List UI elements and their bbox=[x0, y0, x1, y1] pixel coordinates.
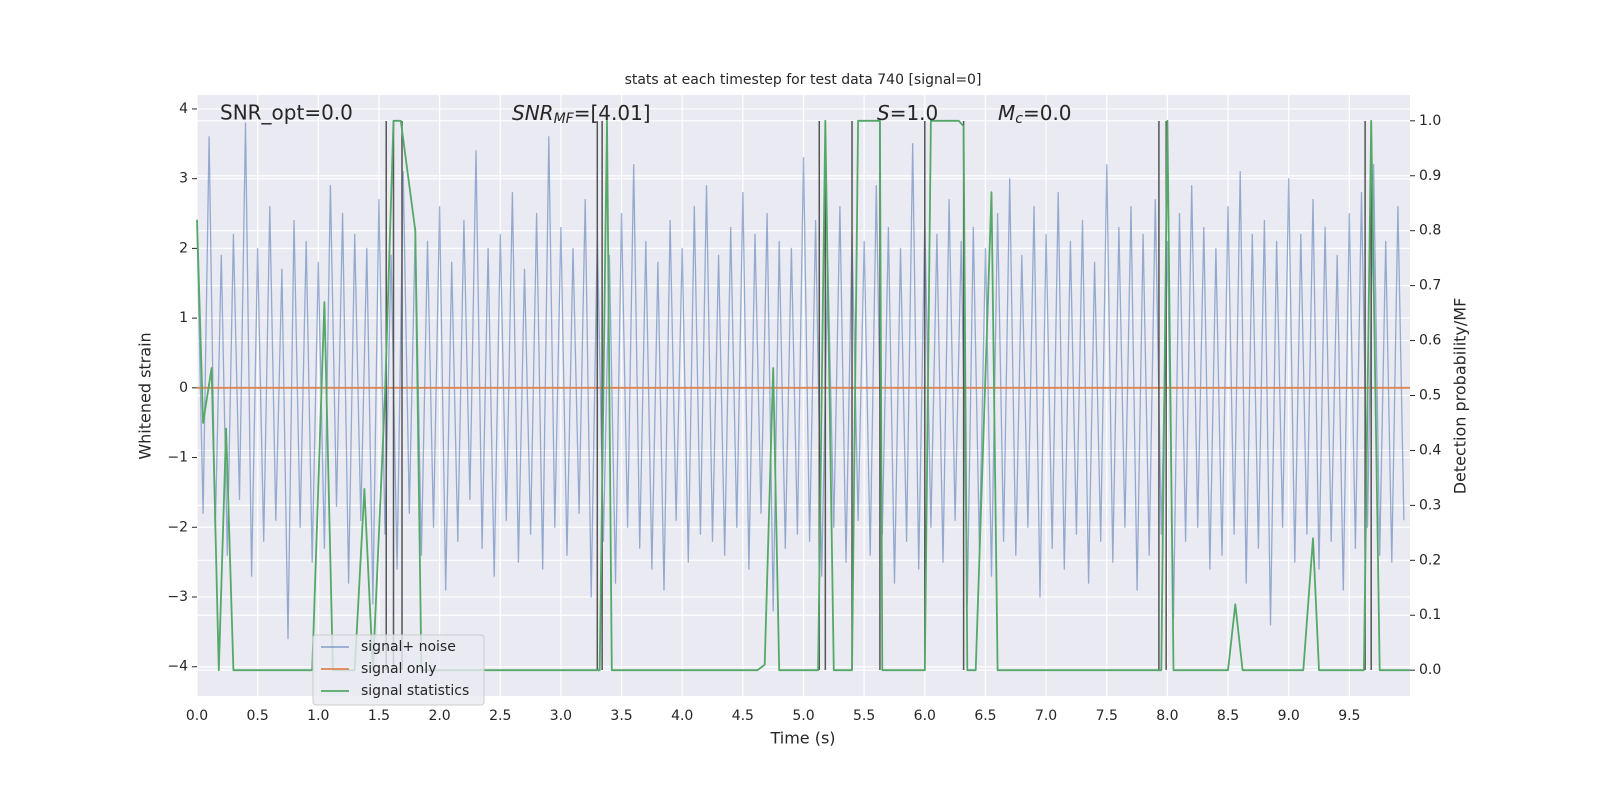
y2-tick-label: 0.1 bbox=[1419, 607, 1441, 623]
x-tick-label: 1.0 bbox=[307, 708, 329, 724]
x-tick-label: 0.5 bbox=[247, 708, 269, 724]
legend-label: signal+ noise bbox=[361, 639, 456, 655]
annotation-part: MF bbox=[554, 111, 575, 127]
y2-tick-label: 0.2 bbox=[1419, 552, 1441, 568]
y-tick-label: 1 bbox=[179, 310, 188, 326]
annotation: SNR_opt=0.0 bbox=[220, 101, 353, 125]
y2-axis-title: Detection probability/MF bbox=[1451, 298, 1470, 495]
y2-tick-label: 0.3 bbox=[1419, 497, 1441, 513]
y2-tick-label: 0.8 bbox=[1419, 223, 1441, 239]
legend-box bbox=[312, 634, 485, 706]
annotation-part: =0.0 bbox=[1023, 101, 1072, 125]
y-tick-label: 4 bbox=[179, 101, 188, 117]
annotation-part: c bbox=[1015, 111, 1023, 127]
y2-tick-label: 0.4 bbox=[1419, 442, 1441, 458]
y-tick-label: 0 bbox=[179, 380, 188, 396]
y-tick-label: −2 bbox=[167, 519, 188, 535]
x-tick-label: 7.5 bbox=[1096, 708, 1118, 724]
y-tick-label: 3 bbox=[179, 171, 188, 187]
annotation: SNRMF=[4.01] bbox=[512, 101, 651, 128]
x-tick-label: 8.0 bbox=[1156, 708, 1178, 724]
y2-tick-label: 1.0 bbox=[1419, 113, 1441, 129]
x-tick-label: 7.0 bbox=[1035, 708, 1057, 724]
chart-title: stats at each timestep for test data 740… bbox=[625, 72, 982, 88]
y-axis-title: Whitened strain bbox=[136, 332, 155, 459]
x-tick-label: 8.5 bbox=[1217, 708, 1239, 724]
annotation: S=1.0 bbox=[877, 101, 938, 125]
annotation-part: M bbox=[998, 101, 1015, 125]
x-tick-label: 5.0 bbox=[792, 708, 814, 724]
y2-tick-label: 0.0 bbox=[1419, 662, 1441, 678]
x-tick-label: 6.0 bbox=[914, 708, 936, 724]
grid bbox=[196, 95, 1410, 696]
y-tick-label: −3 bbox=[167, 589, 188, 605]
y-tick-label: −4 bbox=[167, 659, 188, 675]
legend-label: signal only bbox=[361, 661, 436, 677]
x-tick-label: 5.5 bbox=[853, 708, 875, 724]
x-tick-label: 9.0 bbox=[1278, 708, 1300, 724]
x-tick-label: 4.5 bbox=[732, 708, 754, 724]
legend: signal+ noise signal only signal statistic… bbox=[312, 634, 485, 706]
y2-tick-label: 0.5 bbox=[1419, 388, 1441, 404]
x-tick-label: 3.5 bbox=[610, 708, 632, 724]
x-tick-label: 0.0 bbox=[186, 708, 208, 724]
x-tick-label: 2.5 bbox=[489, 708, 511, 724]
x-tick-label: 9.5 bbox=[1338, 708, 1360, 724]
x-tick-label: 4.0 bbox=[671, 708, 693, 724]
annotation-part: =1.0 bbox=[890, 101, 939, 125]
x-tick-label: 2.0 bbox=[428, 708, 450, 724]
annotation-part: S bbox=[877, 101, 890, 125]
annotation-part: SNR bbox=[512, 101, 554, 125]
x-tick-label: 6.5 bbox=[974, 708, 996, 724]
y2-tick-label: 0.6 bbox=[1419, 333, 1441, 349]
x-tick-label: 1.5 bbox=[368, 708, 390, 724]
axes: 0.0 0.5 1.0 1.5 2.0 2.5 3.0 3.5 4.0 4.5 5.0 5.5 6.0 6… bbox=[167, 101, 1441, 724]
y2-tick-label: 0.9 bbox=[1419, 168, 1441, 184]
series-line bbox=[196, 122, 1405, 640]
x-tick-label: 3.0 bbox=[550, 708, 572, 724]
x-axis-title: Time (s) bbox=[769, 729, 835, 748]
y2-tick-label: 0.7 bbox=[1419, 278, 1441, 294]
annotation: Mc=0.0 bbox=[998, 101, 1072, 128]
y-tick-label: −1 bbox=[167, 450, 188, 466]
y-tick-label: 2 bbox=[179, 240, 188, 256]
legend-label: signal statistics bbox=[361, 683, 469, 699]
annotation-part: =[4.01] bbox=[574, 101, 651, 125]
